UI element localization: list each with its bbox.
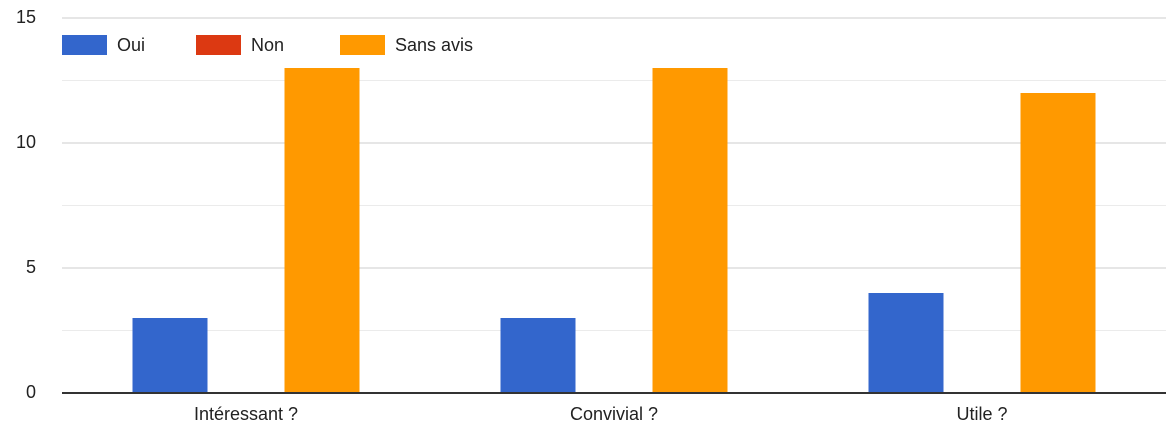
legend-label: Non <box>251 35 284 55</box>
legend-swatch <box>340 35 385 55</box>
bar <box>284 68 360 393</box>
legend-swatch <box>62 35 107 55</box>
legend-swatch <box>196 35 241 55</box>
bar <box>652 68 728 393</box>
x-tick-label: Intéressant ? <box>194 404 298 424</box>
x-tick-label: Convivial ? <box>570 404 658 424</box>
bar <box>1020 93 1096 393</box>
y-tick-label: 5 <box>26 257 36 277</box>
y-tick-label: 15 <box>16 7 36 27</box>
y-tick-label: 0 <box>26 382 36 402</box>
bar <box>500 318 576 393</box>
legend-label: Oui <box>117 35 145 55</box>
y-tick-label: 10 <box>16 132 36 152</box>
legend-label: Sans avis <box>395 35 473 55</box>
bar <box>132 318 208 393</box>
x-tick-label: Utile ? <box>956 404 1007 424</box>
bar <box>868 293 944 393</box>
